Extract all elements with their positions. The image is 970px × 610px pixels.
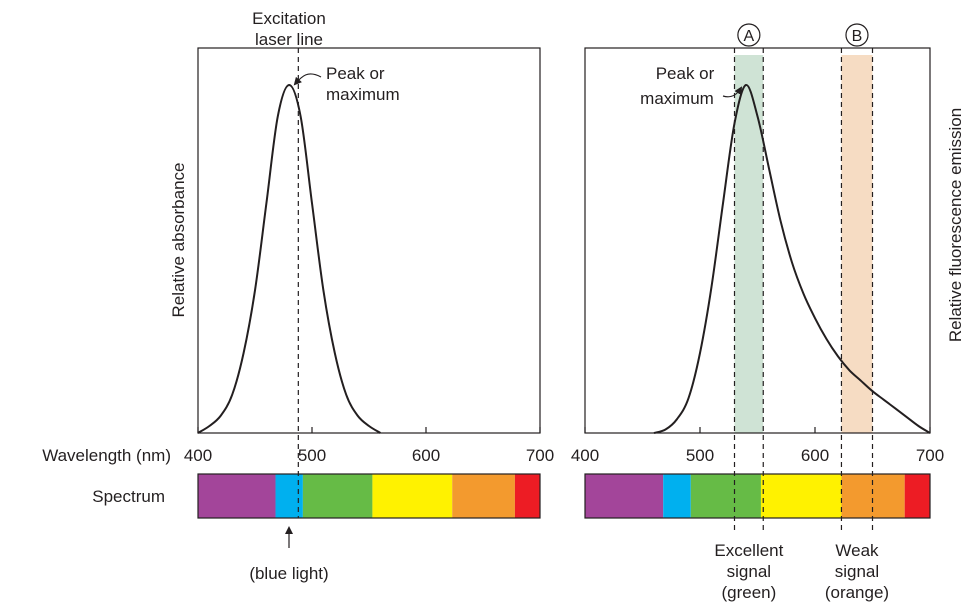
absorbance-x-ticks: 400 500 600 700 xyxy=(184,427,554,465)
right-spectrum-band-yellow xyxy=(760,474,842,518)
band-b-caption-line1: Weak xyxy=(835,541,879,560)
left-peak-label-line2: maximum xyxy=(326,85,400,104)
emission-y-axis-label: Relative fluorescence emission xyxy=(946,108,965,342)
left-peak-arrow xyxy=(293,73,322,86)
right-spectrum-band-green xyxy=(690,474,761,518)
emission-x-tick-label-700: 700 xyxy=(916,446,944,465)
emission-curve xyxy=(653,84,931,434)
absorbance-x-tick-label-500: 500 xyxy=(298,446,326,465)
left-spectrum-band-red xyxy=(514,474,540,518)
absorbance-y-axis-label: Relative absorbance xyxy=(169,163,188,318)
right-spectrum-band-red xyxy=(904,474,930,518)
band-b-caption-line3: (orange) xyxy=(825,583,889,602)
band-a-label: A xyxy=(744,28,755,45)
emission-x-ticks: 400 500 600 700 xyxy=(571,427,944,465)
wavelength-axis-label: Wavelength (nm) xyxy=(42,446,171,465)
band-a-caption: Excellent signal (green) xyxy=(714,541,783,602)
excitation-label-line2: laser line xyxy=(255,30,323,49)
left-spectrum-frame xyxy=(197,473,541,519)
band-a-highlight xyxy=(734,55,764,433)
band-b-highlight xyxy=(841,55,873,433)
right-spectrum-bar xyxy=(584,473,931,519)
absorbance-x-tick-label-600: 600 xyxy=(412,446,440,465)
band-a-caption-line2: signal xyxy=(727,562,771,581)
left-spectrum-band-violet xyxy=(198,474,276,518)
right-spectrum-band-violet xyxy=(585,474,664,518)
right-spectrum-frame xyxy=(584,473,931,519)
absorbance-x-tick-label-400: 400 xyxy=(184,446,212,465)
right-peak-label-line1: Peak or xyxy=(656,64,715,83)
band-a-caption-line3: (green) xyxy=(721,583,776,602)
left-spectrum-bar xyxy=(197,473,541,519)
band-a-marker xyxy=(737,23,761,47)
band-b-label: B xyxy=(852,28,863,45)
left-spectrum-band-yellow xyxy=(372,474,453,518)
emission-plot-frame xyxy=(584,47,931,434)
left-peak-label-line1: Peak or xyxy=(326,64,385,83)
absorbance-plot-frame xyxy=(197,47,541,434)
left-spectrum-band-orange xyxy=(452,474,515,518)
emission-panel: Relative fluorescence emission Peak or m… xyxy=(571,23,965,602)
emission-x-tick-label-500: 500 xyxy=(686,446,714,465)
blue-light-label: (blue light) xyxy=(249,564,328,583)
emission-x-tick-label-600: 600 xyxy=(801,446,829,465)
absorbance-curve xyxy=(197,83,381,434)
emission-x-tick-label-400: 400 xyxy=(571,446,599,465)
absorbance-x-tick-label-700: 700 xyxy=(526,446,554,465)
absorbance-panel: Relative absorbance Excitation laser lin… xyxy=(169,9,554,583)
excitation-label-line1: Excitation xyxy=(252,9,326,28)
right-peak-label-line2: maximum xyxy=(640,89,714,108)
spectrum-label: Spectrum xyxy=(92,487,165,506)
right-spectrum-band-blue xyxy=(663,474,691,518)
left-spectrum-band-green xyxy=(302,474,373,518)
band-a-caption-line1: Excellent xyxy=(714,541,783,560)
band-b-caption: Weak signal (orange) xyxy=(825,541,889,602)
band-b-caption-line2: signal xyxy=(835,562,879,581)
band-b-marker xyxy=(845,23,869,47)
